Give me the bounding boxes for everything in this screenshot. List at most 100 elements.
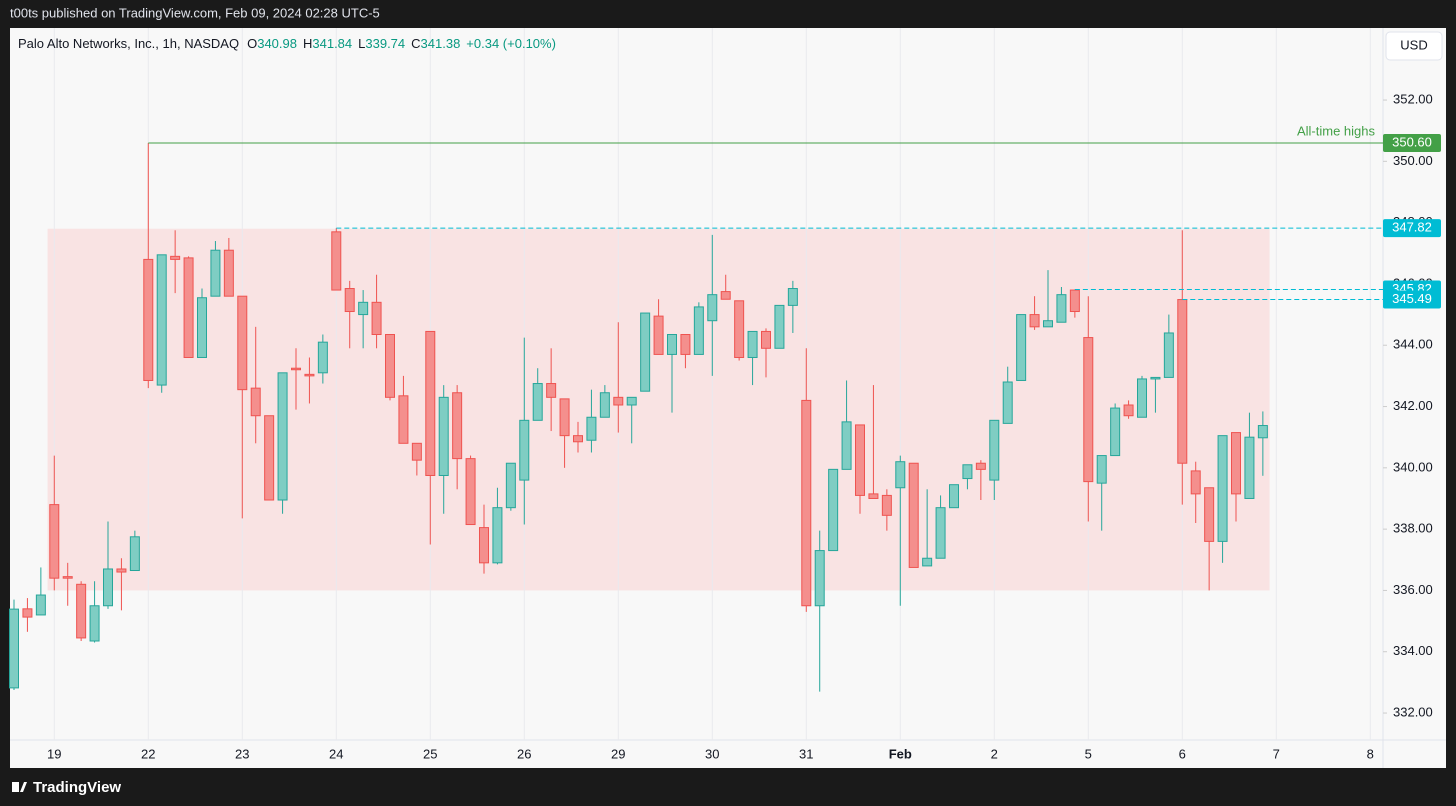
footer-brand: TradingView <box>33 779 121 796</box>
candle-body <box>546 383 557 398</box>
x-tick-label: 26 <box>517 746 531 761</box>
y-tick-label: 344.00 <box>1393 337 1433 352</box>
candle-body <box>129 536 140 572</box>
candle-body <box>599 392 610 418</box>
candle-body <box>505 462 516 509</box>
candle-body <box>922 557 933 567</box>
candle-body <box>103 568 113 607</box>
candle-body <box>89 605 100 642</box>
price-label: 345.49 <box>1392 291 1432 306</box>
candle-body <box>237 295 248 391</box>
candle-body <box>814 550 825 607</box>
candle-body <box>1163 332 1174 378</box>
candle-body <box>774 304 785 349</box>
x-tick-label: 25 <box>423 746 437 761</box>
candle-body <box>707 294 718 322</box>
candle-body <box>989 419 1000 481</box>
legend-part: +0.34 (+0.10%) <box>466 36 556 51</box>
x-tick-label: 8 <box>1367 746 1374 761</box>
legend-part: 339.74 <box>365 36 405 51</box>
candle-body <box>1231 432 1241 495</box>
candle-body <box>1043 320 1053 328</box>
candle-body <box>344 288 355 313</box>
candle-body <box>734 300 745 358</box>
legend-part: 341.38 <box>421 36 461 51</box>
candle-body <box>425 330 436 476</box>
x-tick-label: 29 <box>611 746 625 761</box>
y-tick-label: 352.00 <box>1393 91 1433 106</box>
candle-body <box>949 484 959 509</box>
candle-body <box>317 341 328 374</box>
candle-body <box>559 398 570 437</box>
price-label-bg <box>1383 290 1441 309</box>
y-tick-label: 334.00 <box>1393 643 1433 658</box>
candle-body <box>855 424 865 496</box>
candle-body <box>1083 337 1094 483</box>
candle-body <box>291 367 301 371</box>
candle-body <box>116 568 127 573</box>
candle-body <box>1029 314 1040 328</box>
candle-body <box>1016 314 1027 381</box>
legend-part: L <box>358 36 365 51</box>
y-tick-label: 350.00 <box>1393 153 1433 168</box>
x-tick-label: 2 <box>991 746 998 761</box>
y-tick-label: 342.00 <box>1393 398 1433 413</box>
candle-body <box>143 258 154 381</box>
candle-body <box>197 297 207 358</box>
currency-button[interactable] <box>1385 31 1443 61</box>
x-tick-label: 19 <box>47 746 61 761</box>
candle-body <box>801 399 812 607</box>
candle-body <box>304 373 315 377</box>
x-tick-label: 7 <box>1273 746 1280 761</box>
candle-body <box>761 330 771 349</box>
candle-body <box>653 315 664 355</box>
candle-body <box>1204 487 1215 542</box>
candle-body <box>1056 294 1067 323</box>
candle-body <box>962 464 973 480</box>
candle-body <box>9 608 19 689</box>
candle-body <box>680 334 691 355</box>
candle-body <box>492 507 503 564</box>
candle-body <box>35 594 46 616</box>
candle-body <box>586 416 597 441</box>
candle-body <box>573 435 583 443</box>
candle-body <box>626 396 637 406</box>
candle-body <box>720 291 731 300</box>
legend-part: Palo Alto Networks, Inc., 1h, NASDAQ <box>18 36 239 51</box>
candle-body <box>465 458 476 526</box>
x-tick-label: 31 <box>799 746 813 761</box>
candle-body <box>358 301 369 316</box>
candle-body <box>49 504 60 579</box>
x-tick-label: Feb <box>889 746 912 761</box>
candle-body <box>1110 407 1121 457</box>
candle-body <box>183 257 194 358</box>
x-tick-label: 22 <box>141 746 155 761</box>
candle-body <box>1123 404 1134 417</box>
price-label: 350.60 <box>1392 134 1432 149</box>
candle-body <box>438 396 449 476</box>
legend-part: O <box>247 36 257 51</box>
candle-body <box>1177 299 1188 464</box>
candle-body <box>1257 425 1268 439</box>
candle-body <box>22 608 33 618</box>
legend-part: C <box>411 36 420 51</box>
price-label: 347.82 <box>1392 220 1432 235</box>
candle-body <box>1150 376 1161 380</box>
level-text: All-time highs <box>1297 123 1376 138</box>
candle-body <box>1096 455 1107 484</box>
candle-body <box>277 372 288 501</box>
currency[interactable]: USD <box>1400 37 1427 52</box>
candle-body <box>787 288 798 306</box>
x-tick-label: 6 <box>1179 746 1186 761</box>
candle-body <box>76 583 87 639</box>
candle-body <box>331 231 342 291</box>
candle-body <box>223 249 234 297</box>
legend-part: H <box>303 36 312 51</box>
candle-body <box>693 306 704 355</box>
candle-body <box>170 255 181 260</box>
candle-body <box>1069 289 1080 313</box>
y-tick-label: 336.00 <box>1393 582 1433 597</box>
x-tick-label: 5 <box>1085 746 1092 761</box>
